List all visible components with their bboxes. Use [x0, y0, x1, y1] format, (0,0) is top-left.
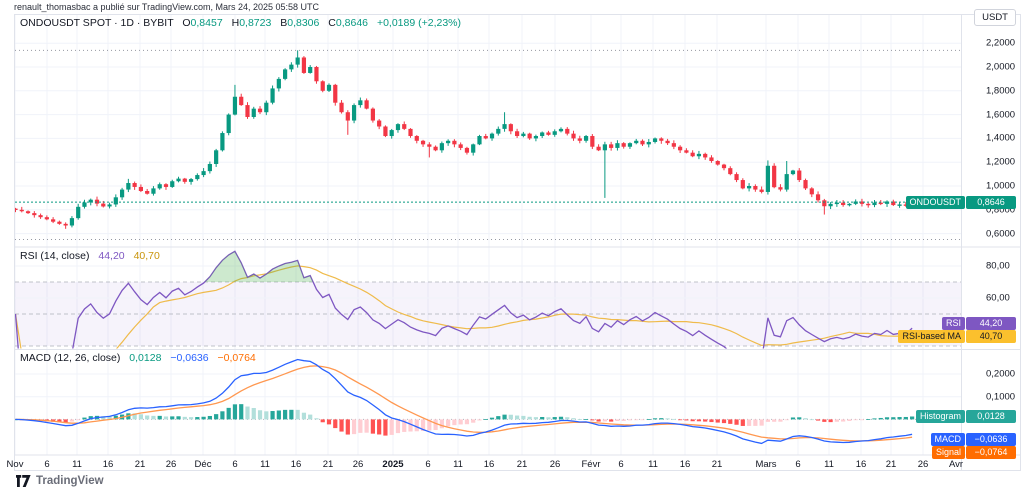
- close-label: C: [328, 17, 336, 29]
- change-value: +0,0189 (+2,23%): [376, 17, 461, 29]
- rsi-title: RSI (14, close): [20, 250, 90, 262]
- time-axis-label: 21: [711, 459, 723, 470]
- time-axis-label: 21: [516, 459, 528, 470]
- time-axis-label: 16: [855, 459, 867, 470]
- rsi-overbought-fill: [15, 251, 913, 282]
- macd-badge-label: MACD: [930, 433, 965, 446]
- histogram-badge-value: 0,0128: [966, 410, 1016, 423]
- time-axis-label: 16: [102, 459, 114, 470]
- time-axis-label: 21: [885, 459, 897, 470]
- tradingview-logo-icon: [16, 475, 31, 487]
- time-axis-label: 11: [453, 459, 463, 470]
- macd-title: MACD (12, 26, close): [20, 352, 121, 364]
- time-axis-label: Déc: [194, 459, 212, 470]
- price-axis-label: 2,0000: [986, 61, 1016, 73]
- time-axis-label: 2025: [382, 459, 404, 470]
- time-axis-label: Nov: [6, 459, 24, 470]
- time-axis-label: 6: [795, 459, 801, 470]
- price-axis-label: 1,6000: [986, 109, 1016, 121]
- macd-value: −0,0636: [170, 352, 209, 364]
- time-axis-label: 6: [618, 459, 624, 470]
- macd-badge-value: −0,0636: [966, 433, 1016, 446]
- low-label: B: [280, 17, 288, 29]
- macd-axis-label: 0,1000: [986, 391, 1016, 403]
- time-axis-label: 11: [260, 459, 270, 470]
- time-axis-label: 11: [824, 459, 834, 470]
- macd-hist-value: 0,0128: [129, 352, 162, 364]
- main-legend[interactable]: ONDOUSDT SPOT · 1D · BYBIT O0,8457 H0,87…: [20, 17, 461, 29]
- macd-signal-value: −0,0764: [217, 352, 256, 364]
- time-axis-label: 16: [483, 459, 495, 470]
- signal-badge: Signal −0,0764: [931, 446, 1016, 459]
- open-label: O: [182, 17, 191, 29]
- time-axis-label: 6: [232, 459, 238, 470]
- time-axis-label: 26: [917, 459, 929, 470]
- last-price-badge: ONDOUSDT 0,8646: [905, 196, 1016, 209]
- rsi-badge-label: RSI: [941, 317, 965, 330]
- candlestick-series: [15, 50, 915, 229]
- rsi-legend[interactable]: RSI (14, close) 44,20 40,70: [20, 250, 160, 262]
- time-axis-label: 26: [352, 459, 364, 470]
- time-axis-label: 11: [648, 459, 658, 470]
- price-axis-label: 1,2000: [986, 156, 1016, 168]
- close-value: 0,8646: [335, 17, 369, 29]
- last-price-badge-symbol: ONDOUSDT: [905, 196, 965, 209]
- high-value: 0,8723: [239, 17, 272, 29]
- high-label: H: [231, 17, 240, 29]
- price-axis-label: 2,2000: [986, 37, 1016, 49]
- tradingview-logo-text: TradingView: [36, 475, 104, 487]
- time-axis-label: Févr: [581, 459, 601, 470]
- rsi-ma-badge: RSI-based MA 40,70: [898, 330, 1016, 343]
- rsi-badge: RSI 44,20: [941, 317, 1016, 330]
- price-axis-label: 1,8000: [986, 85, 1016, 97]
- symbol-title: ONDOUSDT SPOT · 1D · BYBIT: [20, 17, 174, 29]
- time-axis-label: 21: [322, 459, 334, 470]
- rsi-ma-value: 40,70: [133, 250, 160, 262]
- price-axis-label: 0,6000: [986, 228, 1016, 240]
- time-axis-label: 6: [44, 459, 50, 470]
- rsi-badge-value: 44,20: [966, 317, 1016, 330]
- open-value: 0,8457: [190, 17, 223, 29]
- macd-axis-label: 0,2000: [986, 368, 1016, 380]
- low-value: 0,8306: [287, 17, 320, 29]
- signal-badge-value: −0,0764: [966, 446, 1016, 459]
- rsi-ma-badge-value: 40,70: [966, 330, 1016, 343]
- tradingview-logo[interactable]: TradingView: [16, 475, 104, 487]
- currency-toggle-button[interactable]: USDT: [974, 9, 1016, 26]
- time-axis-label: Mars: [755, 459, 777, 470]
- chart-border-box: [14, 14, 1021, 471]
- price-axis-label: 0,8000: [986, 204, 1016, 216]
- histogram-badge-label: Histogram: [915, 410, 965, 423]
- time-axis-label: 26: [549, 459, 561, 470]
- time-axis-label: 16: [290, 459, 302, 470]
- price-axis-label: 1,0000: [986, 180, 1016, 192]
- price-axis-label: 1,4000: [986, 132, 1016, 144]
- rsi-value: 44,20: [98, 250, 125, 262]
- time-axis-label: 21: [134, 459, 146, 470]
- rsi-axis-label: 60,00: [986, 292, 1010, 304]
- rsi-axis-label: 80,00: [986, 260, 1010, 272]
- macd-series: [15, 358, 915, 445]
- time-axis-label: 16: [679, 459, 691, 470]
- macd-badge: MACD −0,0636: [930, 433, 1016, 446]
- rsi-series: [15, 250, 913, 349]
- attribution-text: renault_thomasbac a publié sur TradingVi…: [14, 2, 320, 12]
- time-axis-label: 26: [165, 459, 177, 470]
- signal-badge-label: Signal: [931, 446, 965, 459]
- macd-legend[interactable]: MACD (12, 26, close) 0,0128 −0,0636 −0,0…: [20, 352, 256, 364]
- histogram-badge: Histogram 0,0128: [915, 410, 1016, 423]
- rsi-ma-badge-label: RSI-based MA: [898, 330, 965, 343]
- time-axis-label: Avr: [948, 459, 964, 470]
- last-price-badge-value: 0,8646: [966, 196, 1016, 209]
- time-axis-label: 6: [425, 459, 431, 470]
- time-axis-label: 11: [72, 459, 82, 470]
